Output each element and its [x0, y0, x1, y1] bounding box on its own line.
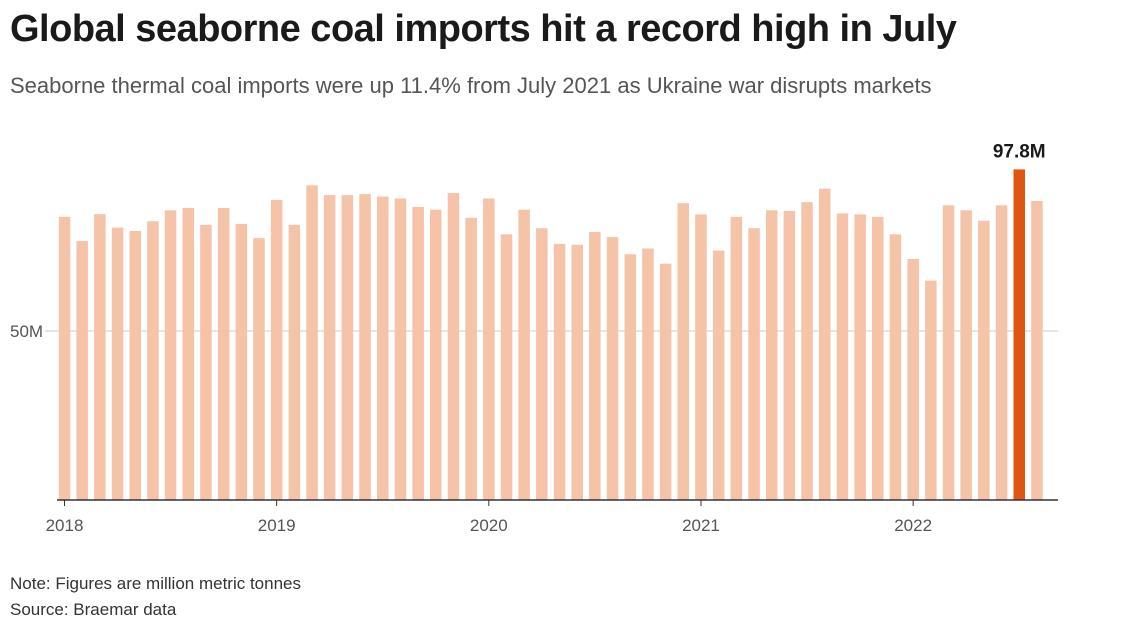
- bar: [58, 216, 71, 501]
- bar: [925, 280, 937, 500]
- bar: [642, 248, 654, 500]
- bar: [182, 208, 194, 500]
- bar: [306, 185, 318, 501]
- bar: [430, 209, 442, 500]
- x-tick-label: 2018: [46, 516, 84, 535]
- bar: [129, 231, 141, 500]
- bar: [553, 243, 566, 501]
- bar: [872, 216, 884, 501]
- chart-title: Global seaborne coal imports hit a recor…: [10, 8, 957, 50]
- bar-chart: 50M 97.8M 2018 2019 2020 2021 2022: [10, 141, 1058, 535]
- bar: [624, 254, 636, 500]
- bar: [801, 202, 813, 500]
- bar: [447, 193, 460, 500]
- bar: [341, 195, 354, 500]
- bar: [960, 210, 972, 501]
- bar: [659, 263, 672, 500]
- bar: [730, 216, 743, 501]
- y-tick-label: 50M: [10, 322, 43, 341]
- bar: [500, 234, 513, 501]
- bar: [288, 224, 301, 500]
- x-tick-label: 2019: [258, 516, 296, 535]
- chart-source: Source: Braemar data: [10, 600, 177, 619]
- bar: [978, 220, 990, 501]
- bar: [483, 198, 495, 500]
- bar: [253, 238, 265, 500]
- bar: [359, 194, 371, 500]
- bar: [571, 244, 583, 500]
- bar: [94, 214, 106, 500]
- x-tick-label: 2021: [682, 516, 720, 535]
- chart-note: Note: Figures are million metric tonnes: [10, 574, 302, 593]
- bar: [783, 211, 796, 500]
- bar: [819, 188, 831, 500]
- bar: [235, 223, 248, 500]
- bar: [589, 232, 601, 500]
- bar: [836, 213, 849, 500]
- bar: [217, 208, 230, 500]
- chart-subtitle: Seaborne thermal coal imports were up 11…: [10, 73, 932, 98]
- bar: [465, 217, 477, 501]
- bar: [748, 228, 760, 500]
- bar: [323, 195, 336, 500]
- highlight-data-label: 97.8M: [993, 141, 1046, 162]
- bar: [907, 259, 919, 500]
- bar: [377, 196, 389, 500]
- bar: [1031, 200, 1043, 500]
- bar: [394, 198, 407, 500]
- bar: [518, 209, 530, 500]
- x-tick-label: 2020: [470, 516, 508, 535]
- bar: [76, 241, 88, 500]
- bar: [412, 207, 424, 500]
- bar: [164, 210, 177, 501]
- bar: [995, 205, 1008, 501]
- bar-highlight: [1013, 169, 1025, 500]
- bar: [766, 210, 778, 501]
- bar: [270, 199, 283, 500]
- bar: [854, 214, 866, 500]
- bar: [712, 250, 725, 500]
- bar: [111, 227, 124, 500]
- bar: [889, 234, 902, 501]
- bar: [606, 237, 619, 500]
- bar: [200, 224, 212, 500]
- bar: [942, 205, 955, 501]
- bar: [677, 203, 689, 500]
- bar: [147, 221, 159, 500]
- x-tick-label: 2022: [894, 516, 932, 535]
- bar: [536, 228, 548, 500]
- bar: [695, 214, 707, 500]
